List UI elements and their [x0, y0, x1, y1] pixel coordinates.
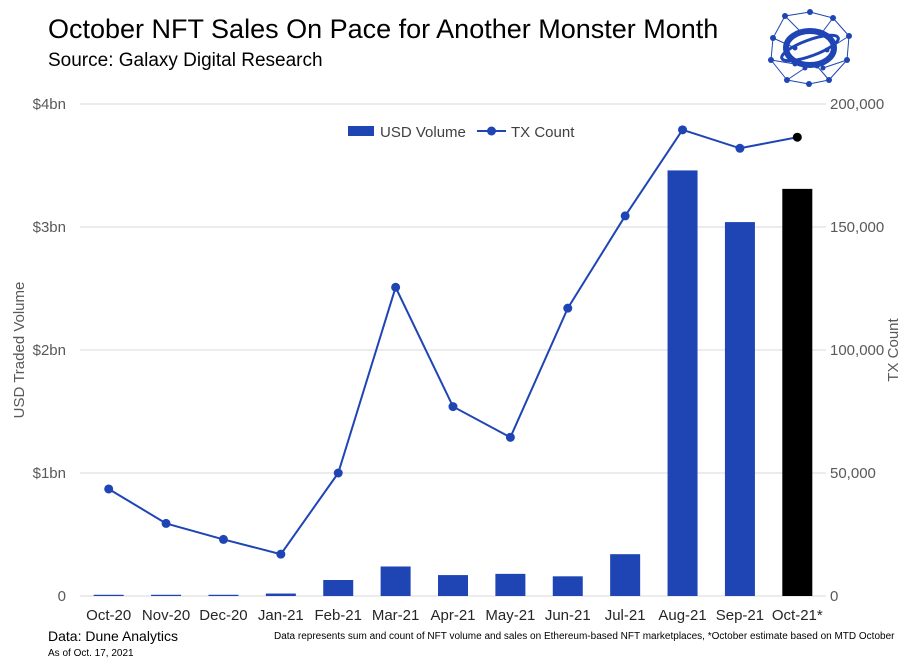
right-axis-title: TX Count — [885, 317, 902, 381]
right-tick-label: 50,000 — [830, 465, 876, 482]
bar-oct-21-estimate — [782, 188, 813, 596]
x-tick-label: Feb-21 — [314, 607, 362, 624]
bars — [93, 170, 813, 597]
bar-sep-21 — [724, 222, 755, 596]
chart-subtitle: Source: Galaxy Digital Research — [48, 50, 323, 71]
tx-count-line-group — [104, 125, 802, 559]
x-tick-label: Nov-20 — [142, 607, 190, 624]
tx-point-oct-21-estimate — [792, 132, 802, 142]
bar-may-21 — [495, 573, 526, 596]
left-axis-ticks: 0 $1bn $2bn $3bn $4bn — [33, 96, 66, 605]
tx-point-oct-20 — [104, 484, 114, 494]
bar-jul-21 — [610, 554, 641, 596]
tx-point-jun-21 — [563, 303, 573, 313]
legend-usd-volume: USD Volume — [380, 124, 466, 141]
right-tick-label: 100,000 — [830, 342, 884, 359]
right-tick-label: 150,000 — [830, 219, 884, 236]
x-tick-label: Apr-21 — [430, 607, 475, 624]
x-tick-label: Mar-21 — [372, 607, 420, 624]
tx-point-nov-20 — [161, 518, 171, 528]
x-tick-label: Aug-21 — [658, 607, 706, 624]
bar-apr-21 — [438, 575, 468, 596]
bar-mar-21 — [380, 566, 411, 596]
tx-point-jul-21 — [620, 211, 630, 221]
tx-point-dec-20 — [218, 534, 228, 544]
bar-dec-20 — [208, 594, 239, 596]
legend-line-marker — [487, 126, 496, 136]
legend: USD Volume TX Count — [348, 124, 575, 141]
left-tick-label: $2bn — [33, 342, 66, 359]
left-tick-label: $4bn — [33, 96, 66, 113]
left-axis-title: USD Traded Volume — [11, 282, 28, 419]
gridlines — [80, 103, 826, 597]
left-tick-label: $1bn — [33, 465, 66, 482]
x-tick-label: Jul-21 — [605, 607, 646, 624]
right-tick-label: 200,000 — [830, 96, 884, 113]
tx-point-aug-21 — [678, 125, 688, 135]
left-tick-label: 0 — [58, 588, 66, 605]
left-tick-label: $3bn — [33, 219, 66, 236]
bar-oct-20 — [93, 594, 124, 596]
tx-point-sep-21 — [735, 143, 745, 153]
network-globe-logo-icon — [768, 9, 852, 87]
x-tick-label: Sep-21 — [716, 607, 764, 624]
legend-tx-count: TX Count — [511, 124, 575, 141]
tx-point-mar-21 — [391, 282, 401, 292]
right-tick-label: 0 — [830, 588, 838, 605]
as-of-date: As of Oct. 17, 2021 — [48, 648, 134, 659]
bar-jun-21 — [552, 576, 583, 596]
footnote: Data represents sum and count of NFT vol… — [274, 631, 895, 642]
bar-jan-21 — [265, 593, 296, 596]
x-tick-label: Jun-21 — [545, 607, 591, 624]
bar-aug-21 — [667, 170, 698, 597]
x-tick-label: May-21 — [485, 607, 535, 624]
tx-point-jan-21 — [276, 549, 286, 559]
tx-point-feb-21 — [333, 468, 343, 478]
bar-nov-20 — [151, 594, 182, 596]
right-axis-ticks: 0 50,000 100,000 150,000 200,000 — [830, 96, 884, 605]
x-tick-label: Oct-21* — [772, 607, 823, 624]
bar-feb-21 — [323, 580, 354, 596]
x-tick-label: Jan-21 — [258, 607, 304, 624]
x-axis-ticks: Oct-20 Nov-20 Dec-20 Jan-21 Feb-21 Mar-21 Apr-… — [86, 607, 823, 624]
x-tick-label: Dec-20 — [199, 607, 247, 624]
chart-title: October NFT Sales On Pace for Another Mo… — [48, 14, 719, 44]
legend-bar-swatch — [348, 126, 374, 136]
tx-point-may-21 — [505, 432, 515, 442]
data-source-label: Data: Dune Analytics — [48, 628, 178, 644]
x-tick-label: Oct-20 — [86, 607, 131, 624]
tx-point-apr-21 — [448, 402, 458, 412]
